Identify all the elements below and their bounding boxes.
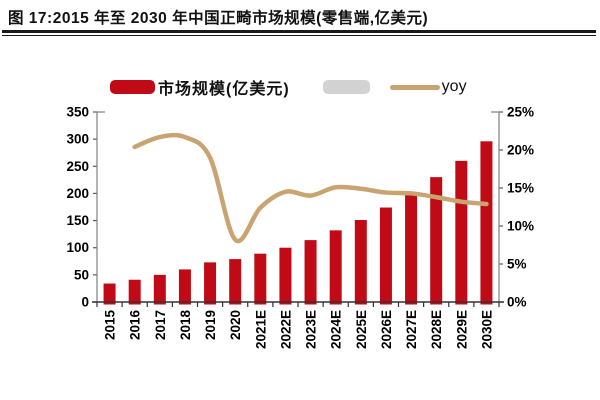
yoy-line xyxy=(132,132,489,244)
left-axis-tick-label: 200 xyxy=(66,186,89,201)
right-axis-tick-label: 0% xyxy=(507,295,527,310)
right-axis-tick-label: 10% xyxy=(507,219,534,234)
left-axis-tick-label: 100 xyxy=(66,240,89,255)
bar-2030E xyxy=(480,141,493,305)
x-axis-label-2022E: 2022E xyxy=(278,310,293,349)
x-axis-label-2023E: 2023E xyxy=(304,310,319,349)
right-axis-tick-label: 25% xyxy=(507,105,534,120)
bar-2019 xyxy=(204,262,217,305)
legend-bar-swatch xyxy=(110,80,155,94)
left-axis-tick-label: 150 xyxy=(66,213,89,228)
left-axis-tick-label: 50 xyxy=(74,267,89,282)
right-axis-tick-label: 5% xyxy=(507,257,527,272)
bar-2023E xyxy=(304,240,317,305)
x-axis-label-2028E: 2028E xyxy=(429,310,444,349)
x-axis-label-2024E: 2024E xyxy=(329,310,344,349)
x-axis-label-2015: 2015 xyxy=(103,310,118,341)
bar-2028E xyxy=(430,177,443,305)
x-axis-label-2017: 2017 xyxy=(153,310,168,340)
legend-gray-swatch xyxy=(322,80,370,94)
legend-label-market-size: 市场规模(亿美元) xyxy=(158,81,290,98)
x-axis-label-2027E: 2027E xyxy=(404,310,419,349)
left-axis-tick-label: 350 xyxy=(66,105,89,120)
left-axis-tick-label: 250 xyxy=(66,159,89,174)
x-axis-label-2025E: 2025E xyxy=(354,310,369,349)
chart-legend: 市场规模(亿美元) yoy xyxy=(110,78,467,98)
bar-2018 xyxy=(178,269,191,305)
title-divider xyxy=(2,30,596,36)
right-axis-tick-label: 20% xyxy=(507,143,534,158)
bar-2026E xyxy=(379,207,392,305)
legend-label-yoy: yoy xyxy=(441,78,467,95)
bar-2021E xyxy=(254,253,267,305)
bar-2029E xyxy=(455,160,468,305)
right-axis-tick-label: 15% xyxy=(507,181,534,196)
bar-2027E xyxy=(405,193,418,305)
bar-2016 xyxy=(128,279,141,305)
x-axis-label-2016: 2016 xyxy=(128,310,143,341)
left-axis-tick-label: 300 xyxy=(66,132,89,147)
bar-2024E xyxy=(329,230,342,305)
figure-title: 图 17:2015 年至 2030 年中国正畸市场规模(零售端,亿美元) xyxy=(8,10,429,27)
x-axis-label-2029E: 2029E xyxy=(454,310,469,349)
x-axis-label-2018: 2018 xyxy=(178,310,193,341)
x-axis-label-2019: 2019 xyxy=(203,310,218,340)
x-axis-label-2026E: 2026E xyxy=(379,310,394,349)
x-axis-label-2021E: 2021E xyxy=(253,310,268,349)
x-axis-label-2020: 2020 xyxy=(228,310,243,340)
bar-2020 xyxy=(229,259,242,305)
bar-2025E xyxy=(354,220,367,305)
legend-line-swatch xyxy=(389,84,440,90)
left-axis-tick-label: 0 xyxy=(81,295,89,310)
x-axis-label-2030E: 2030E xyxy=(479,310,494,349)
bar-2022E xyxy=(279,247,292,305)
bar-2017 xyxy=(153,274,166,305)
bar-2015 xyxy=(103,283,116,305)
